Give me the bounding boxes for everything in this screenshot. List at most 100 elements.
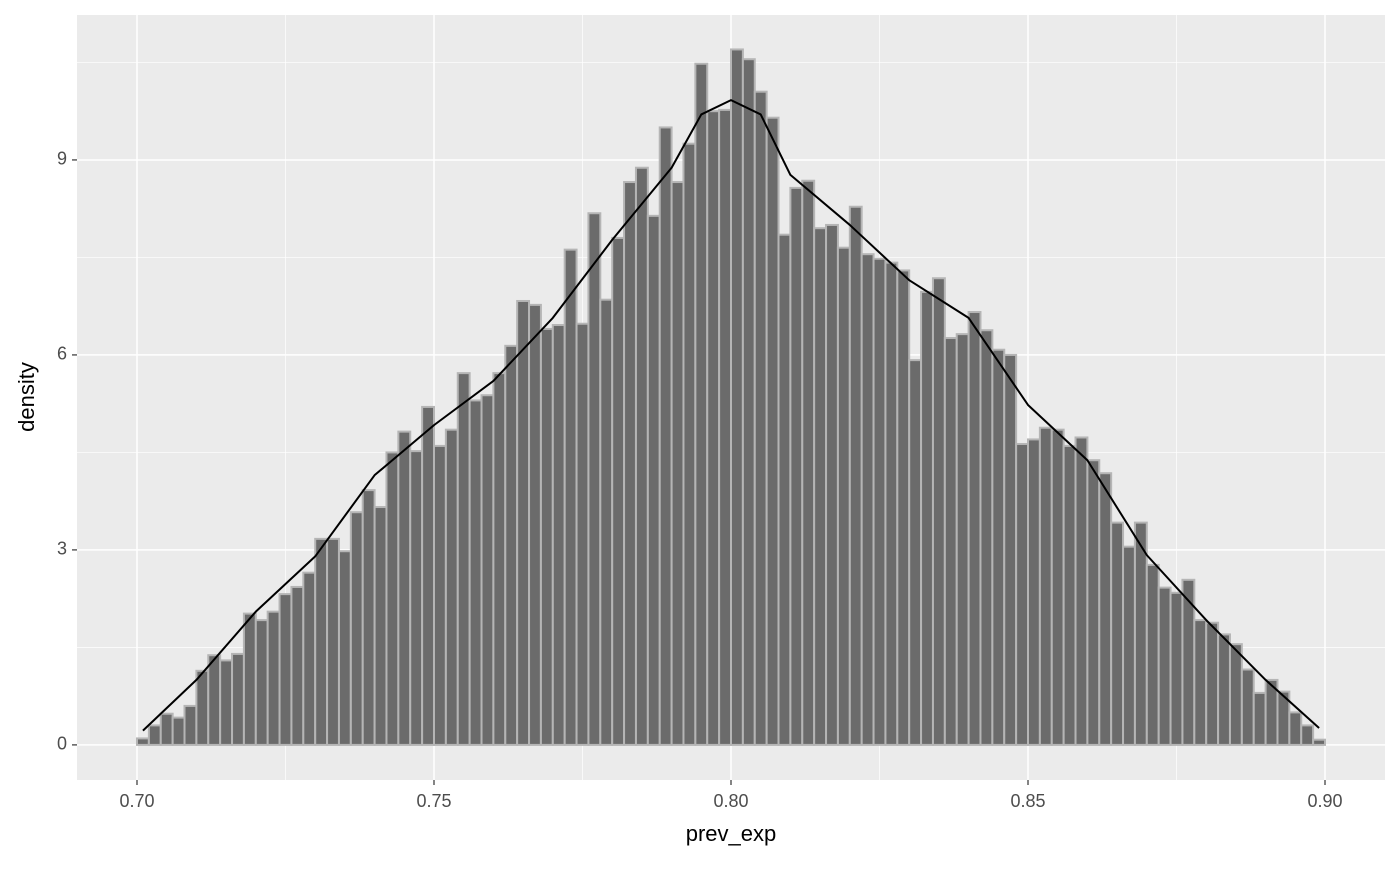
- bar: [349, 511, 364, 746]
- y-tick-label: 9: [57, 149, 67, 169]
- bar: [456, 372, 471, 746]
- bar: [195, 669, 210, 746]
- bar: [860, 253, 875, 746]
- bar: [432, 444, 447, 746]
- bar: [979, 329, 994, 746]
- bar: [801, 179, 816, 746]
- bar: [1027, 438, 1041, 746]
- bar: [207, 654, 222, 746]
- bar: [254, 619, 269, 746]
- bar: [135, 737, 150, 746]
- bar: [611, 236, 626, 746]
- bar: [1086, 459, 1101, 746]
- bar: [1169, 591, 1184, 746]
- bar: [1133, 521, 1148, 746]
- bar: [302, 571, 317, 746]
- bar: [337, 550, 352, 746]
- bar: [409, 450, 424, 746]
- bar: [670, 181, 685, 746]
- bar: [171, 716, 186, 746]
- bar: [1193, 619, 1208, 746]
- bar: [884, 261, 899, 746]
- bar: [658, 126, 673, 746]
- bar: [777, 233, 792, 746]
- bar: [516, 299, 531, 746]
- bar: [1312, 738, 1327, 746]
- bar: [1015, 442, 1030, 746]
- density-line: [142, 99, 1320, 732]
- bar: [183, 704, 198, 746]
- bar: [1217, 633, 1231, 746]
- bar: [1240, 668, 1255, 746]
- bar: [539, 327, 554, 746]
- bar: [219, 659, 234, 746]
- bar: [706, 110, 721, 746]
- x-tick-label: 0.70: [119, 791, 154, 811]
- bar: [694, 62, 709, 746]
- bar: [682, 142, 697, 746]
- bar: [575, 322, 590, 746]
- bar: [231, 652, 245, 746]
- bar: [147, 724, 162, 746]
- bar: [373, 506, 388, 746]
- bar: [789, 186, 804, 746]
- bar: [266, 610, 281, 746]
- bar: [1003, 353, 1018, 746]
- bar: [943, 337, 958, 746]
- bar: [1062, 444, 1077, 746]
- bar: [848, 205, 863, 746]
- bar: [813, 227, 828, 746]
- bar: [242, 612, 257, 746]
- bar: [646, 214, 661, 746]
- bar: [563, 248, 578, 746]
- bar: [1252, 691, 1267, 746]
- bar: [920, 290, 934, 746]
- bar: [397, 430, 412, 746]
- bar: [480, 394, 495, 746]
- bar: [1228, 643, 1243, 746]
- bar: [967, 311, 982, 746]
- x-tick-label: 0.80: [713, 791, 748, 811]
- y-tick-label: 3: [57, 539, 67, 559]
- bar: [444, 428, 459, 746]
- bar: [1145, 563, 1160, 746]
- bar: [718, 108, 732, 746]
- bar: [314, 537, 329, 746]
- bar: [587, 212, 602, 746]
- bar: [492, 372, 507, 746]
- bar: [599, 298, 614, 746]
- bar: [1050, 428, 1065, 746]
- bar: [1157, 586, 1172, 746]
- bar: [421, 405, 435, 746]
- bar: [634, 166, 649, 746]
- bar: [825, 223, 839, 746]
- bar: [931, 277, 946, 746]
- bar: [836, 246, 851, 746]
- bar: [741, 58, 756, 746]
- bar: [753, 90, 768, 746]
- y-tick-label: 6: [57, 344, 67, 364]
- x-tick-label: 0.75: [416, 791, 451, 811]
- x-tick-label: 0.90: [1307, 791, 1342, 811]
- bar: [1074, 436, 1089, 746]
- bar: [1122, 545, 1136, 746]
- bar: [468, 399, 483, 746]
- bar: [326, 537, 340, 746]
- bar: [159, 712, 174, 746]
- bar: [623, 181, 637, 746]
- bar: [551, 324, 566, 746]
- bar: [955, 333, 970, 746]
- bar: [385, 451, 400, 746]
- bar: [1288, 711, 1303, 746]
- bar: [908, 359, 923, 746]
- bar: [1110, 521, 1125, 746]
- bar: [528, 303, 542, 746]
- bar: [1098, 472, 1113, 746]
- bar: [1038, 426, 1053, 746]
- bar: [361, 489, 376, 746]
- bar: [896, 269, 911, 746]
- bar: [872, 257, 887, 746]
- y-axis-title: density: [14, 362, 39, 432]
- bar: [1300, 724, 1315, 746]
